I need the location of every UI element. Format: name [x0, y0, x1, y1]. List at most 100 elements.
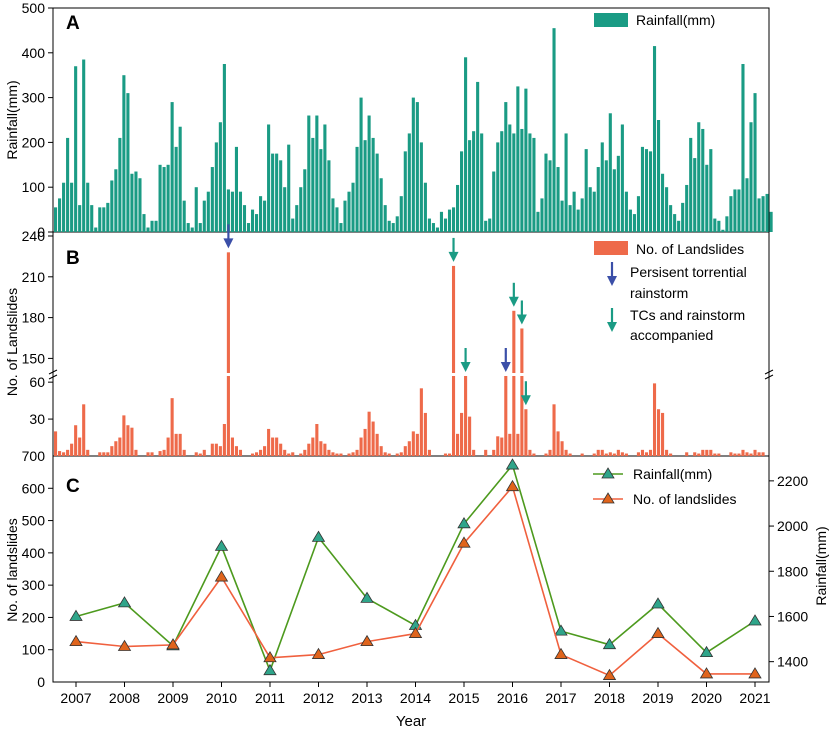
panel-c-x-tick-label: 2019	[642, 690, 673, 706]
legend-tc-arrow-shape	[607, 308, 617, 332]
panel-c-left-tick-label: 100	[22, 642, 46, 658]
panel-c-lines	[69, 458, 762, 680]
rainfall-point	[748, 614, 762, 626]
panel-c-axes: 0 100 200 300 400 500 600 700 1400 1600 1800 2000 22…	[22, 448, 809, 706]
rainfall-point	[505, 458, 520, 470]
rain-bar	[154, 220, 158, 232]
rain-bar	[202, 200, 206, 232]
panel-a: 0 100 200 300 400 500 A Rainfall(mm) Rainfall…	[4, 0, 773, 240]
rain-bar	[343, 200, 347, 232]
landslide-bar	[604, 453, 608, 456]
rain-bar	[544, 153, 548, 232]
rain-bar	[685, 184, 689, 232]
rain-bar	[327, 160, 331, 232]
landslide-bar	[106, 452, 110, 456]
landslides-point	[311, 647, 326, 659]
landslide-bar	[198, 453, 202, 456]
rain-bar	[516, 86, 520, 233]
legend-tc-arrow-icon	[607, 308, 617, 332]
landslides-point	[69, 634, 83, 647]
rain-bar	[222, 64, 226, 232]
panel-c-x-tick-label: 2018	[594, 690, 625, 706]
rain-bar	[632, 214, 636, 232]
landslide-bar	[608, 452, 612, 456]
panel-b-tick-label: 60	[29, 374, 45, 390]
panel-a-legend-swatch	[594, 13, 628, 27]
landslide-bar	[234, 446, 238, 456]
rainfall-point	[651, 597, 665, 609]
rain-bar	[753, 93, 757, 233]
rain-bar	[214, 142, 218, 232]
landslide-bar	[291, 452, 295, 456]
rain-bar	[283, 187, 287, 232]
rain-bar	[158, 164, 162, 232]
rain-bar	[170, 102, 174, 232]
rain-bar	[114, 169, 118, 232]
landslide-bar	[741, 449, 745, 456]
rain-bar	[681, 202, 685, 232]
landslide-bar	[122, 415, 126, 456]
panel-c-x-tick-label: 2015	[448, 690, 479, 706]
rain-bar	[186, 223, 190, 232]
rain-bar	[230, 191, 234, 232]
landslide-bar	[146, 452, 150, 456]
panel-a-tick-label: 500	[22, 0, 46, 16]
landslides-point	[360, 634, 374, 647]
rain-bar	[395, 216, 399, 232]
landslides-point	[602, 668, 617, 680]
landslide-bar	[500, 437, 504, 456]
tc-arrow-icon	[516, 300, 527, 325]
rain-bar	[198, 223, 202, 232]
rain-bar	[584, 149, 588, 232]
landslide-bar	[355, 449, 359, 456]
rain-bar	[411, 97, 415, 232]
panel-b-tick-label: 240	[22, 228, 46, 244]
landslide-bar	[733, 453, 737, 456]
panel-b-legend-persist-1: Persisent torrential	[630, 264, 747, 280]
landslide-bar	[596, 449, 600, 456]
legend-slide-marker	[601, 492, 615, 504]
rain-bar	[218, 122, 222, 232]
rain-bar	[299, 187, 303, 232]
axis-break-mark-right	[764, 369, 774, 375]
rain-bar	[737, 189, 741, 232]
landslide-bar	[54, 431, 58, 456]
legend-rain-marker	[601, 467, 615, 479]
rain-bar	[624, 191, 628, 232]
landslide-bar	[279, 443, 283, 456]
landslides-point	[554, 647, 568, 659]
rain-bar	[210, 167, 214, 232]
tc-arrow-icon	[508, 282, 519, 307]
landslide-bar	[512, 310, 516, 456]
panel-c-ylabel-left: No. of landslides	[4, 518, 20, 622]
rain-bar	[504, 102, 508, 232]
rain-bar	[319, 149, 323, 232]
rain-bar	[725, 216, 729, 232]
rain-bar	[271, 153, 275, 232]
rain-bar	[102, 207, 106, 232]
rain-bar	[460, 151, 464, 232]
landslide-bar	[335, 453, 339, 456]
panel-c-left-tick-label: 400	[22, 545, 46, 561]
landslide-bar	[620, 452, 624, 456]
rain-bar	[267, 124, 271, 232]
rain-bar	[419, 142, 423, 232]
landslide-bar	[600, 449, 604, 456]
panel-b-legend-tc-1: TCs and rainstorm	[630, 307, 745, 323]
landslide-bar	[468, 416, 472, 456]
rain-bar	[435, 227, 439, 232]
landslide-bar	[275, 437, 279, 456]
landslide-bar	[166, 437, 170, 456]
rain-bar	[697, 122, 701, 232]
tc-arrow-icon	[460, 348, 471, 372]
rain-bar	[347, 191, 351, 232]
rain-bar	[552, 28, 556, 232]
landslide-bar	[665, 449, 669, 456]
rain-bar	[279, 160, 283, 232]
panel-b-tick-label: 180	[22, 310, 46, 326]
landslide-bar	[299, 453, 303, 456]
rain-bar	[126, 93, 130, 233]
rainfall-point	[117, 596, 132, 608]
landslide-bar	[544, 453, 548, 456]
rain-bar	[118, 137, 122, 232]
